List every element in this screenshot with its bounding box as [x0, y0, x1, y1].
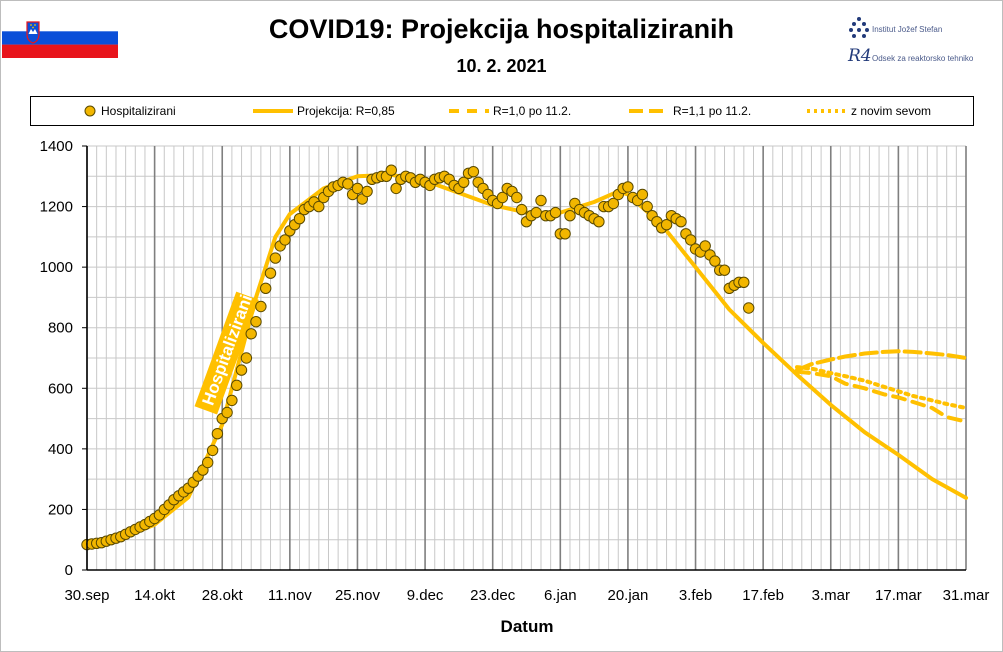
legend-solid-line-symbol [253, 109, 293, 113]
legend-label: R=1,1 po 11.2. [673, 104, 752, 118]
legend-label: Hospitalizirani [101, 104, 176, 118]
legend-dotted-line-symbol [807, 109, 847, 113]
legend-long-dash-line-symbol [629, 109, 669, 113]
legend-item-projekcija: Projekcija: R=0,85 [253, 97, 395, 125]
legend-item-r10: R=1,0 po 11.2. [449, 97, 571, 125]
legend-item-novi-sev: z novim sevom [807, 97, 931, 125]
legend-dashed-line-symbol [449, 109, 489, 113]
ijs-logo: Institut Jožef Stefan R4 Odsek za reakto… [846, 14, 996, 74]
legend-label: R=1,0 po 11.2. [493, 104, 572, 118]
legend-item-hospitalizirani: Hospitalizirani [83, 97, 176, 125]
chart-title: COVID19: Projekcija hospitaliziranih [268, 14, 735, 44]
legend-label: Projekcija: R=0,85 [297, 104, 395, 118]
ijs-dots-icon [849, 17, 869, 38]
flag-red-stripe [2, 44, 118, 58]
r4-logo-mark: R4 [848, 46, 872, 66]
legend-label: z novim sevom [851, 104, 932, 118]
institute-name: Institut Jožef Stefan [872, 25, 943, 34]
chart-date: 10. 2. 2021 [456, 56, 547, 76]
department-name: Odsek za reaktorsko tehniko [872, 54, 974, 63]
slovenia-flag [2, 18, 118, 58]
legend-item-r11: R=1,1 po 11.2. [629, 97, 751, 125]
legend-marker-symbol [84, 105, 96, 117]
flag-coat-of-arms [26, 21, 40, 44]
legend: Hospitalizirani Projekcija: R=0,85 R=1,0… [30, 96, 974, 126]
